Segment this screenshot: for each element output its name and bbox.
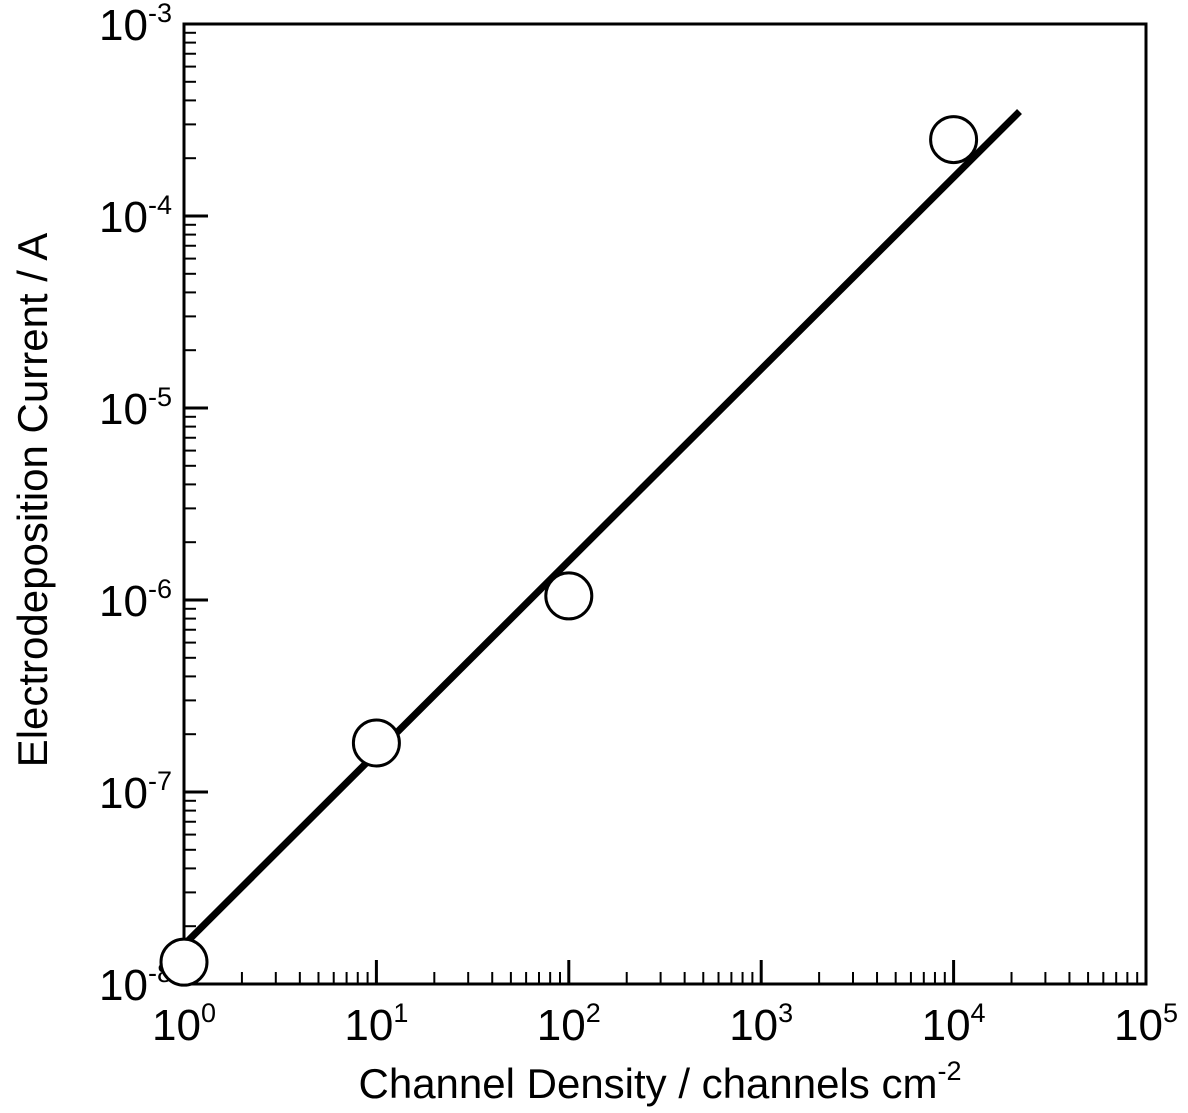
minor-ticks bbox=[184, 31, 1139, 984]
series-layer bbox=[159, 109, 1022, 987]
y-tick-base: 10 bbox=[99, 1, 148, 50]
x-tick-exponent: 5 bbox=[1163, 998, 1178, 1028]
x-tick-base: 10 bbox=[152, 1001, 201, 1050]
x-tick-label: 102 bbox=[537, 998, 601, 1050]
data-point-marker bbox=[351, 718, 401, 768]
x-tick-base: 10 bbox=[1114, 1001, 1163, 1050]
x-tick-label: 104 bbox=[922, 998, 986, 1050]
y-tick-base: 10 bbox=[99, 769, 148, 818]
x-tick-label: 101 bbox=[344, 998, 408, 1050]
y-tick-label: 10-7 bbox=[99, 766, 172, 818]
x-tick-exponent: 4 bbox=[971, 998, 986, 1028]
y-tick-exponent: -4 bbox=[148, 190, 172, 220]
x-tick-labels: 100 101 102 103 104 105 bbox=[152, 998, 1178, 1050]
data-point-marker bbox=[159, 937, 209, 987]
x-tick-base: 10 bbox=[344, 1001, 393, 1050]
y-tick-exponent: -7 bbox=[148, 766, 172, 796]
x-tick-exponent: 0 bbox=[201, 998, 216, 1028]
major-ticks bbox=[182, 22, 1148, 986]
x-tick-base: 10 bbox=[729, 1001, 778, 1050]
x-tick-base: 10 bbox=[922, 1001, 971, 1050]
y-tick-base: 10 bbox=[99, 385, 148, 434]
y-axis-label: Electrodeposition Current / A bbox=[9, 233, 56, 768]
x-tick-label: 100 bbox=[152, 998, 216, 1050]
y-tick-label: 10-6 bbox=[99, 574, 172, 626]
data-point-marker bbox=[544, 571, 594, 621]
plot-frame bbox=[182, 22, 1148, 986]
x-axis-label: Channel Density / channels cm-2 bbox=[359, 1056, 962, 1107]
y-tick-exponent: -3 bbox=[148, 0, 172, 28]
y-tick-labels: 10-810-710-610-510-410-3 bbox=[99, 0, 172, 1010]
x-tick-exponent: 2 bbox=[586, 998, 601, 1028]
data-point-marker bbox=[929, 115, 979, 165]
x-tick-label: 103 bbox=[729, 998, 793, 1050]
x-axis-label-superscript: -2 bbox=[937, 1056, 961, 1086]
y-tick-base: 10 bbox=[99, 577, 148, 626]
y-tick-label: 10-5 bbox=[99, 382, 172, 434]
y-tick-exponent: -5 bbox=[148, 382, 172, 412]
y-tick-label: 10-3 bbox=[99, 0, 172, 50]
x-tick-exponent: 3 bbox=[778, 998, 793, 1028]
fit-line bbox=[181, 109, 1022, 948]
y-tick-base: 10 bbox=[99, 961, 148, 1010]
x-tick-label: 105 bbox=[1114, 998, 1178, 1050]
x-tick-exponent: 1 bbox=[393, 998, 408, 1028]
x-tick-base: 10 bbox=[537, 1001, 586, 1050]
y-tick-base: 10 bbox=[99, 193, 148, 242]
x-axis-label-text: Channel Density / channels cm bbox=[359, 1060, 938, 1107]
y-tick-label: 10-4 bbox=[99, 190, 172, 242]
y-tick-exponent: -6 bbox=[148, 574, 172, 604]
